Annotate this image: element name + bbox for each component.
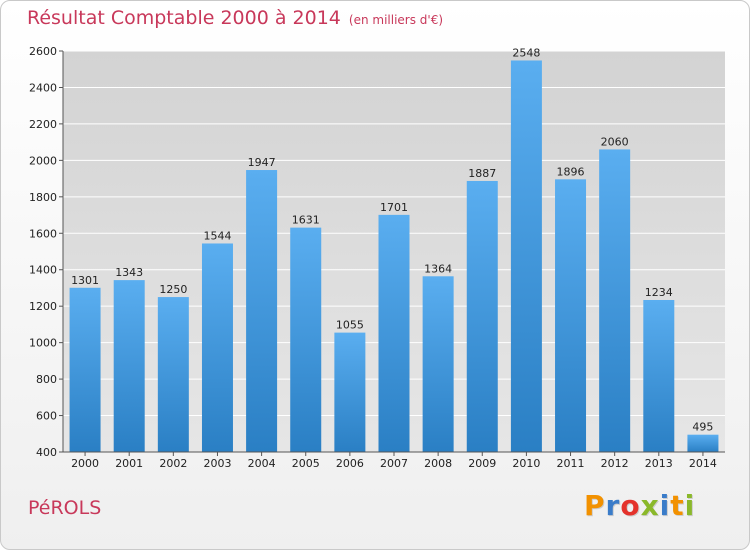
value-label-2006: 1055 — [336, 319, 364, 332]
x-tick-label-2004: 2004 — [248, 457, 276, 470]
value-label-2013: 1234 — [645, 286, 673, 299]
value-label-2005: 1631 — [292, 214, 320, 227]
x-tick-label-2002: 2002 — [159, 457, 187, 470]
bar-2006 — [334, 332, 366, 452]
x-tick-label-2010: 2010 — [512, 457, 540, 470]
y-tick-label: 800 — [36, 373, 57, 386]
brand-letter: i — [659, 489, 671, 522]
chart-title: Résultat Comptable 2000 à 2014 (en millie… — [27, 7, 443, 29]
x-tick-label-2003: 2003 — [203, 457, 231, 470]
y-tick-label: 2400 — [29, 81, 57, 94]
value-label-2008: 1364 — [424, 262, 452, 275]
brand-letter: i — [684, 489, 696, 522]
x-tick-label-2007: 2007 — [380, 457, 408, 470]
y-tick-label: 1200 — [29, 300, 57, 313]
x-tick-label-2005: 2005 — [292, 457, 320, 470]
y-tick-label: 1000 — [29, 337, 57, 350]
brand-logo: Proxiti — [584, 489, 695, 522]
brand-letter: r — [605, 489, 621, 522]
value-label-2012: 2060 — [601, 135, 629, 148]
bar-2007 — [378, 214, 410, 452]
commune-name: PéROLS — [28, 497, 102, 519]
bar-2012 — [599, 149, 631, 452]
value-label-2010: 2548 — [512, 46, 540, 59]
bar-2008 — [422, 276, 454, 452]
x-tick-label-2006: 2006 — [336, 457, 364, 470]
x-tick-label-2011: 2011 — [557, 457, 585, 470]
x-tick-label-2014: 2014 — [689, 457, 717, 470]
bar-2004 — [246, 170, 278, 452]
x-tick-label-2000: 2000 — [71, 457, 99, 470]
bar-2005 — [290, 227, 322, 452]
bar-2001 — [113, 280, 145, 452]
bar-2014 — [687, 434, 719, 452]
value-label-2011: 1896 — [557, 165, 585, 178]
brand-letter: t — [670, 489, 685, 522]
y-tick-label: 400 — [36, 446, 57, 459]
value-label-2014: 495 — [692, 421, 713, 434]
bars: 1301 1343 1250 1544 1947 1631 1055 1701 1364 1887… — [69, 46, 719, 452]
bar-2011 — [555, 179, 587, 452]
x-tick-label-2012: 2012 — [601, 457, 629, 470]
bar-2003 — [201, 243, 233, 452]
y-tick-label: 2200 — [29, 118, 57, 131]
chart-title-text: Résultat Comptable 2000 à 2014 — [27, 7, 341, 29]
value-label-2000: 1301 — [71, 274, 99, 287]
bar-2000 — [69, 287, 101, 452]
x-axis: 2000 2001 2002 2003 2004 2005 2006 2007 2008 2009… — [63, 451, 725, 470]
value-label-2009: 1887 — [468, 167, 496, 180]
y-tick-label: 1800 — [29, 191, 57, 204]
bar-2013 — [643, 299, 675, 452]
value-label-2007: 1701 — [380, 201, 408, 214]
y-tick-label: 600 — [36, 410, 57, 423]
value-label-2002: 1250 — [159, 283, 187, 296]
y-tick-label: 1600 — [29, 227, 57, 240]
x-tick-label-2001: 2001 — [115, 457, 143, 470]
bar-2002 — [157, 297, 189, 452]
y-axis: 400 600 800 1000 1200 1400 1600 1800 2000 2200 240… — [29, 45, 64, 459]
x-tick-label-2013: 2013 — [645, 457, 673, 470]
y-tick-label: 2000 — [29, 154, 57, 167]
chart-subtitle: (en milliers d'€) — [348, 13, 444, 27]
brand-letter: x — [640, 489, 660, 522]
bar-2009 — [466, 180, 498, 452]
value-label-2004: 1947 — [248, 156, 276, 169]
y-tick-label: 2600 — [29, 45, 57, 58]
x-tick-label-2009: 2009 — [468, 457, 496, 470]
value-label-2001: 1343 — [115, 266, 143, 279]
brand-letter: P — [584, 489, 606, 522]
brand-letter: o — [620, 489, 641, 522]
y-tick-label: 1400 — [29, 264, 57, 277]
bar-2010 — [510, 60, 542, 452]
value-label-2003: 1544 — [203, 229, 231, 242]
x-tick-label-2008: 2008 — [424, 457, 452, 470]
